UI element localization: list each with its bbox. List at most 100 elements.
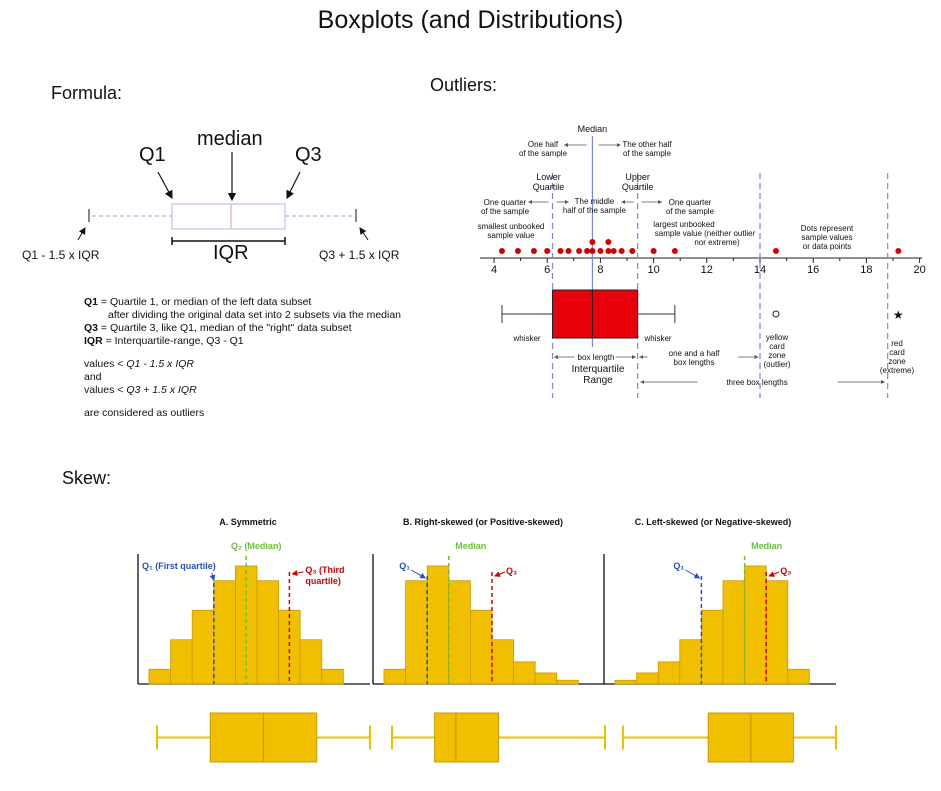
histogram-bar [556, 679, 579, 685]
q3-arrow [494, 571, 506, 577]
iqr-box [171, 203, 286, 230]
median-label: Q₂ (Median) [230, 541, 282, 551]
iqr-title: Interquartile [571, 364, 625, 375]
red-zone-label: card [889, 348, 905, 357]
data-point [565, 248, 572, 254]
histogram-bar [765, 580, 789, 685]
axis-tick-label: 10 [647, 264, 660, 276]
axis-tick-label: 14 [753, 264, 767, 276]
lower-fence-arrow [77, 227, 86, 241]
axis-tick-label: 8 [597, 264, 604, 276]
median-label: Median [751, 541, 783, 551]
axis-tick-label: 6 [544, 264, 551, 276]
formula-heading: Formula: [51, 83, 123, 103]
data-point [597, 248, 604, 254]
upper-fence-arrow [359, 227, 369, 241]
data-point [618, 248, 625, 254]
histogram-bar [321, 668, 344, 685]
outliers-heading: Outliers: [430, 75, 498, 95]
extreme-star-marker: ★ [893, 308, 904, 322]
upper-fence-label: Q3 + 1.5 x IQR [319, 248, 400, 262]
q1-arrow [685, 569, 701, 579]
data-point [605, 248, 612, 254]
axis-tick-label: 12 [700, 264, 713, 276]
red-zone-label: zone [888, 357, 906, 366]
whisker-right-label: whisker [644, 334, 672, 343]
data-point [895, 248, 902, 254]
yellow-zone-label: (outlier) [763, 360, 791, 369]
red-zone-label: (extreme) [879, 366, 915, 375]
whisker-left-label: whisker [513, 334, 541, 343]
histogram-bar [744, 565, 767, 685]
data-point [530, 248, 537, 254]
other-half-label: The other half [622, 140, 672, 149]
page-title: Boxplots (and Distributions) [317, 6, 624, 34]
boxplot-box [434, 712, 500, 763]
axis-tick-label: 16 [807, 264, 820, 276]
histogram-bar [657, 661, 681, 685]
histogram-bar [256, 580, 280, 685]
q3-label: Q3 [295, 144, 322, 166]
histogram-bar [383, 668, 407, 685]
lower-quartile-title: Lower [536, 172, 561, 182]
one-half-label: One half [527, 140, 559, 149]
dots-label: Dots represent [800, 224, 854, 233]
histogram-bar [191, 609, 215, 685]
histogram-bar [148, 668, 172, 685]
histogram-bar [448, 580, 471, 685]
skew-panel-title: B. Right-skewed (or Positive-skewed) [402, 517, 564, 527]
data-point [584, 248, 591, 254]
data-point [557, 248, 564, 254]
one-and-half-label: one and a half [668, 349, 720, 358]
one-quarter-right-label: of the sample [665, 207, 715, 216]
one-quarter-right-label: One quarter [668, 198, 712, 207]
q3-arrow [291, 570, 304, 577]
one-half-label: of the sample [518, 149, 568, 158]
data-point [671, 248, 678, 254]
middle-half-label: half of the sample [562, 206, 626, 215]
data-point [498, 248, 505, 254]
data-point [605, 239, 612, 245]
q1-label: Q₁ (First quartile) [142, 561, 216, 571]
upper-quartile-title: Upper [625, 172, 650, 182]
lower-quartile-title: Quartile [532, 182, 565, 192]
axis-tick-label: 4 [490, 264, 498, 276]
open-outlier-marker [772, 310, 780, 318]
largest-label: largest unbooked [653, 220, 715, 229]
data-point [610, 248, 617, 254]
histogram-bar [701, 609, 724, 685]
histogram-bar [213, 580, 236, 685]
histogram-bar [722, 580, 746, 685]
one-and-half-label: box lengths [673, 358, 715, 367]
red-zone-label: red [891, 339, 903, 348]
lower-fence-label: Q1 - 1.5 x IQR [22, 248, 100, 262]
q3-label: Q₃ [780, 566, 792, 576]
yellow-zone-label: zone [768, 351, 786, 360]
q1-label: Q₁ [399, 561, 410, 571]
data-point [772, 248, 779, 254]
data-point [576, 248, 583, 254]
histogram-bar [299, 639, 323, 685]
smallest-label: sample value [487, 231, 535, 240]
one-quarter-left-label: of the sample [480, 207, 530, 216]
median-title: Median [577, 124, 608, 134]
iqr-title: Range [583, 375, 613, 386]
one-quarter-left-label: One quarter [483, 198, 527, 207]
histogram-bar [469, 609, 493, 685]
q1-arrow [157, 171, 173, 200]
yellow-zone-label: yellow [765, 333, 789, 342]
q1-arrow [410, 569, 427, 579]
axis-tick-label: 20 [913, 264, 926, 276]
skew-panel-title: C. Left-skewed (or Negative-skewed) [634, 517, 792, 527]
q3-arrow [768, 571, 780, 577]
other-half-label: of the sample [622, 149, 672, 158]
histogram-bar [234, 565, 258, 685]
q3-label: Q₃ [506, 566, 518, 576]
median-label: Median [455, 541, 487, 551]
histogram-bar [426, 565, 450, 685]
axis-tick-label: 18 [860, 264, 873, 276]
data-point [514, 248, 521, 254]
data-point [589, 239, 596, 245]
dots-label: or data points [802, 242, 852, 251]
